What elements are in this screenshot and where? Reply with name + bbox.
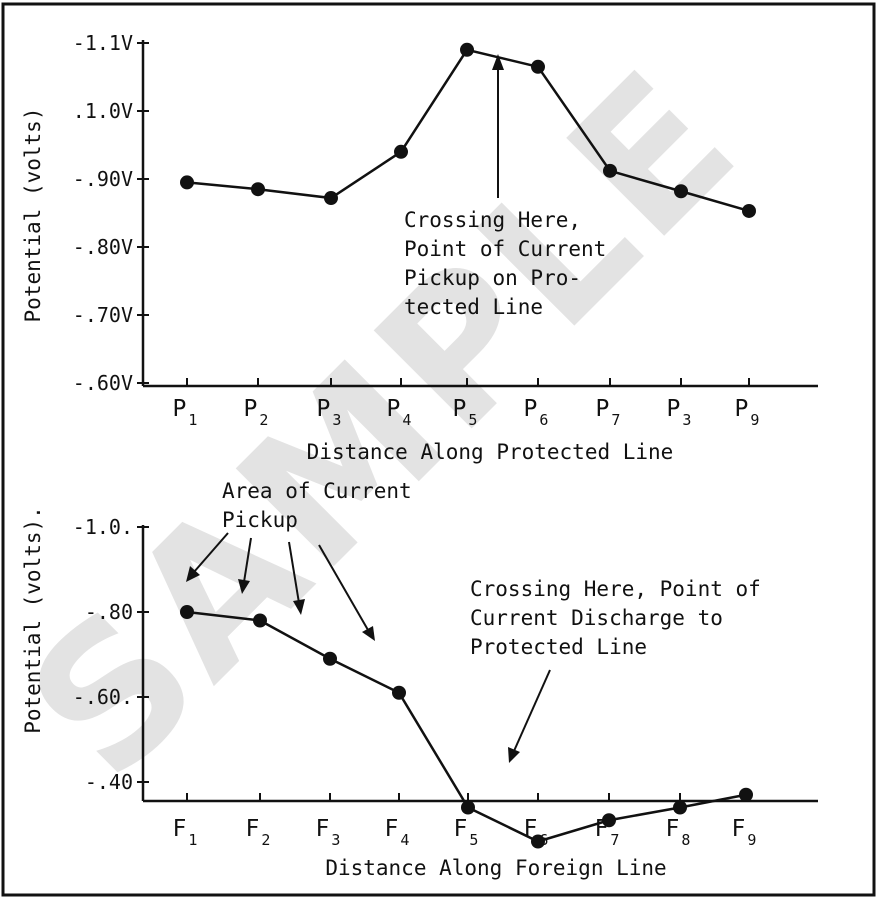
- top-data-point: [531, 59, 545, 74]
- bottom-data-point: [180, 605, 194, 619]
- bottom-y-tick-label: -.80: [85, 600, 133, 624]
- bottom-y-ticks: -1.0. -.80 -.60. -.40: [73, 515, 149, 794]
- top-data-point: [603, 163, 617, 178]
- top-y-axis-label: Potential (volts): [21, 108, 45, 323]
- top-data-point: [180, 175, 194, 190]
- bottom-data-point: [739, 787, 753, 802]
- top-annotation-line-4: tected Line: [404, 295, 543, 319]
- bottom-data-point: [531, 834, 545, 849]
- discharge-arrowhead: [508, 747, 520, 763]
- top-annotation-line-2: Point of Current: [404, 237, 606, 261]
- bottom-data-point: [323, 651, 337, 666]
- top-annotation-arrowhead: [492, 54, 504, 70]
- top-data-point: [674, 184, 688, 199]
- pickup-annotation-line-1: Area of Current: [222, 479, 412, 503]
- top-y-tick-label: -.90V: [73, 167, 133, 191]
- top-data-point: [394, 144, 408, 159]
- pickup-arrow-1: [193, 532, 229, 573]
- top-y-tick-label: .1.0V: [73, 99, 133, 123]
- bottom-y-tick-label: -.40: [85, 770, 133, 794]
- pickup-arrowhead-4: [362, 626, 375, 641]
- bottom-data-point: [673, 800, 687, 815]
- top-y-ticks: -1.1V .1.0V -.90V -.80V -.70V -.60V: [73, 31, 149, 395]
- bottom-data-point: [461, 800, 475, 815]
- pickup-arrow-4: [318, 544, 369, 631]
- bottom-data-point: [253, 613, 267, 628]
- top-x-axis-label: Distance Along Protected Line: [307, 440, 674, 464]
- bottom-y-axis-label: Potential (volts).: [21, 506, 45, 734]
- bottom-series: [180, 605, 753, 849]
- bottom-chart: -1.0.-.80-.60.-.40 F1F2F3F4F5F6F7F8F9 Po…: [21, 479, 818, 880]
- top-data-point: [742, 203, 756, 218]
- discharge-annotation-line-1: Crossing Here, Point of: [470, 577, 761, 601]
- bottom-y-tick-label: -1.0.: [73, 515, 133, 539]
- discharge-annotation-line-2: Current Discharge to: [470, 606, 723, 630]
- top-annotation-line-3: Pickup on Pro-: [404, 266, 581, 290]
- top-data-point: [324, 191, 338, 206]
- pickup-annotation-line-2: Pickup: [222, 508, 298, 532]
- pickup-arrow-2: [243, 537, 252, 583]
- pickup-arrow-3: [288, 541, 300, 604]
- pickup-arrowhead-3: [293, 599, 305, 615]
- pickup-arrowhead-1: [186, 566, 200, 582]
- pickup-arrowhead-2: [238, 579, 250, 594]
- bottom-x-axis-label: Distance Along Foreign Line: [325, 856, 666, 880]
- top-data-point: [460, 42, 474, 57]
- top-y-tick-label: -.60V: [73, 371, 133, 395]
- top-annotation-line-1: Crossing Here,: [404, 208, 581, 232]
- bottom-y-tick-label: -.60.: [73, 685, 133, 709]
- top-y-tick-label: -.70V: [73, 303, 133, 327]
- bottom-data-point: [602, 813, 616, 828]
- top-y-tick-label: -1.1V: [73, 31, 133, 55]
- top-y-tick-label: -.80V: [73, 235, 133, 259]
- bottom-data-point: [392, 685, 406, 700]
- top-data-point: [251, 182, 265, 197]
- top-series: [180, 42, 756, 218]
- discharge-arrow: [513, 669, 551, 752]
- discharge-annotation-line-3: Protected Line: [470, 635, 647, 659]
